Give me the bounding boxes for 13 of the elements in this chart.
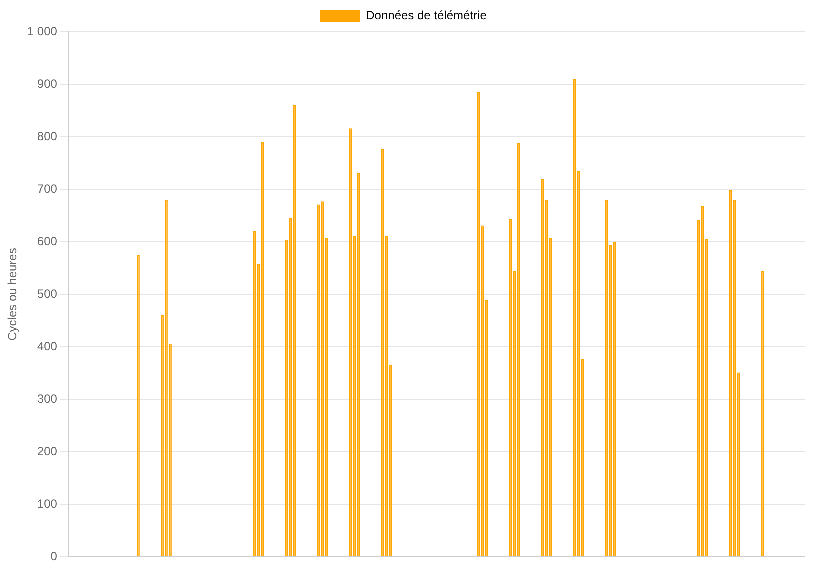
y-tick-label: 0 bbox=[50, 549, 58, 564]
y-axis-title: Cycles ou heures bbox=[6, 248, 20, 341]
legend-label: Données de télémétrie bbox=[366, 8, 488, 22]
y-tick-label: 700 bbox=[37, 182, 58, 196]
y-tick-label: 400 bbox=[37, 339, 58, 354]
y-tick-label: 300 bbox=[37, 392, 58, 406]
y-tick-label: 500 bbox=[37, 286, 58, 301]
y-tick-label: 600 bbox=[37, 234, 58, 248]
y-tick-label: 900 bbox=[37, 76, 58, 91]
y-tick-label: 200 bbox=[37, 444, 58, 458]
y-tick-label: 1 000 bbox=[27, 24, 58, 38]
y-tick-label: 800 bbox=[37, 129, 58, 144]
y-tick-label: 100 bbox=[37, 496, 58, 511]
